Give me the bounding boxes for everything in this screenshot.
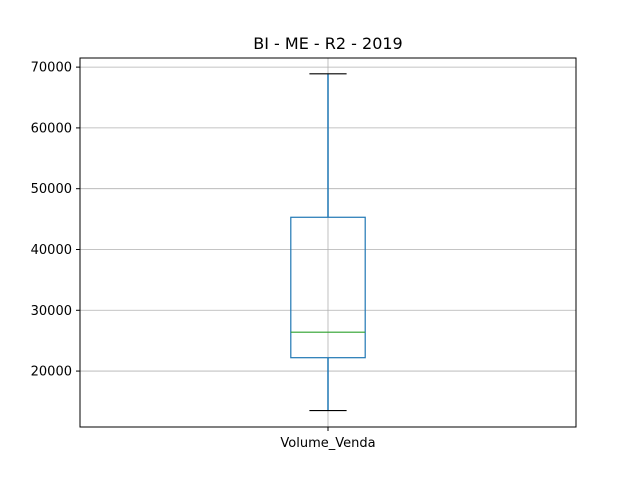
- x-axis: Volume_Venda: [280, 427, 376, 451]
- iqr-box: [290, 216, 366, 359]
- y-tick-label: 40000: [31, 243, 72, 258]
- y-tick-label: 30000: [31, 304, 72, 319]
- x-tick-label: Volume_Venda: [280, 436, 375, 451]
- chart-title: BI - ME - R2 - 2019: [253, 34, 402, 53]
- y-axis: 20000 30000 40000 50000 60000 70000: [31, 61, 80, 380]
- y-tick-label: 60000: [31, 121, 72, 136]
- y-tick-label: 50000: [31, 182, 72, 197]
- box-layer: [290, 73, 366, 412]
- y-tick-label: 70000: [31, 61, 72, 76]
- y-tick-label: 20000: [31, 365, 72, 380]
